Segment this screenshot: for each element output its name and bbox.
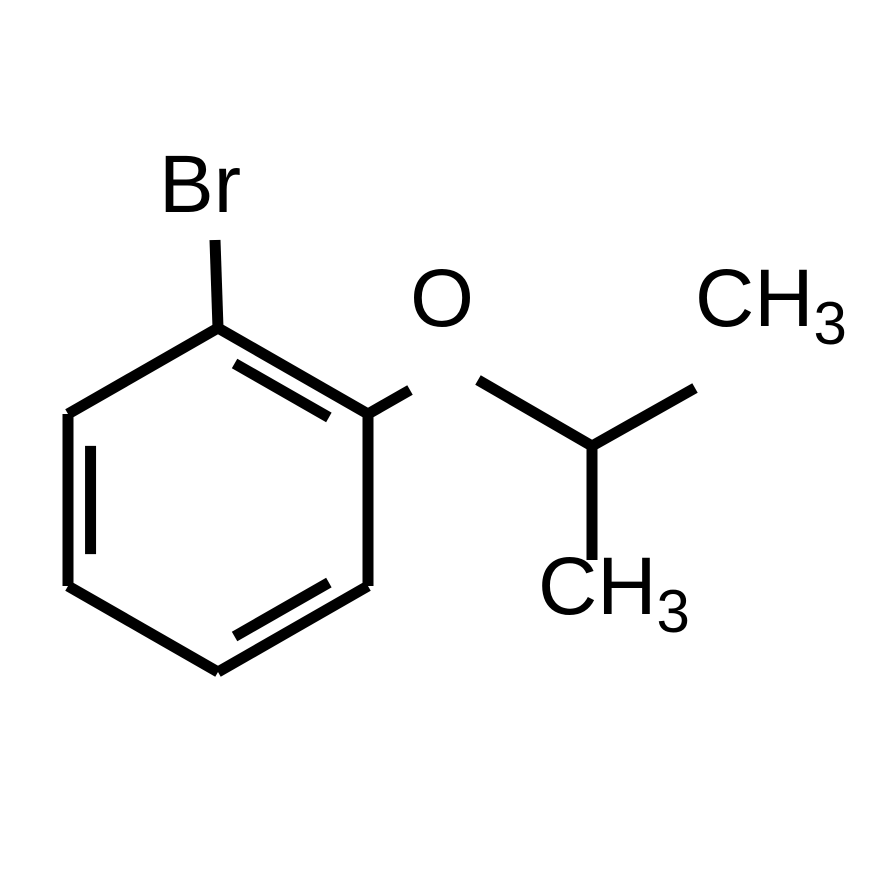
bond-line: [592, 388, 695, 446]
bond-line: [215, 240, 218, 328]
bond-line: [235, 583, 329, 637]
atom-label-ch3-bot: CH3: [538, 541, 690, 645]
bond-line: [68, 328, 218, 414]
atom-label-br: Br: [159, 139, 241, 230]
bond-line: [368, 390, 410, 414]
chemical-structure: Br O CH3 CH3: [0, 0, 890, 890]
atom-label-o: O: [410, 253, 474, 344]
atom-label-ch3-top: CH3: [695, 253, 847, 357]
bond-line: [68, 586, 218, 672]
bond-line: [235, 363, 329, 417]
bond-line: [478, 380, 592, 446]
